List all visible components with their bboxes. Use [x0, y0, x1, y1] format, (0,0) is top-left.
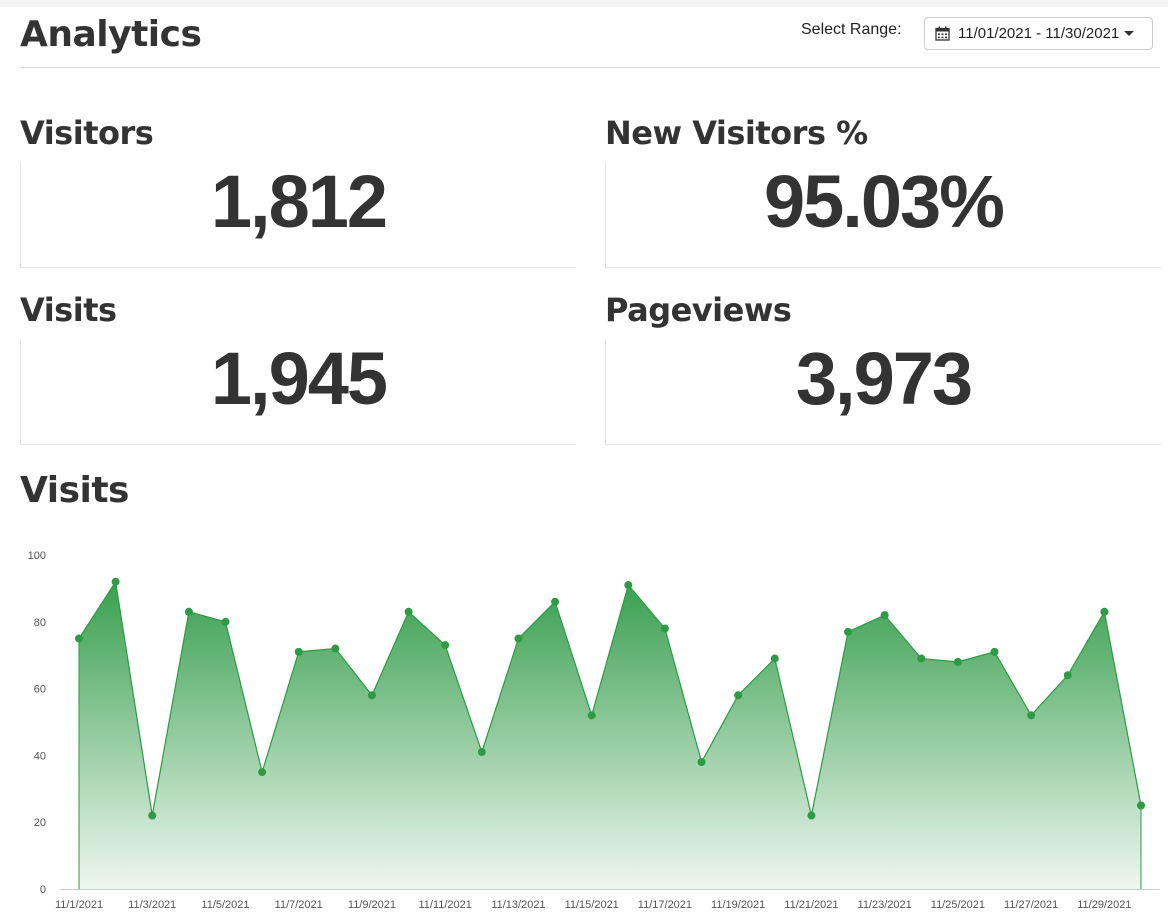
calendar-icon [935, 26, 950, 41]
data-point[interactable] [75, 634, 83, 643]
x-tick-label: 11/21/2021 [784, 899, 838, 911]
data-point[interactable] [844, 627, 853, 636]
data-point[interactable] [734, 691, 743, 700]
title-divider [19, 67, 1160, 68]
visitors-label: Visitors [20, 114, 154, 152]
data-point[interactable] [1100, 607, 1109, 616]
data-point[interactable] [1027, 711, 1036, 720]
date-range-picker[interactable]: 11/01/2021 - 11/30/2021 [924, 17, 1153, 50]
y-tick-label: 20 [34, 817, 46, 829]
chevron-down-icon [1124, 31, 1135, 36]
visits-area-chart: 0 20 40 60 80 100 11/1/2021 11/3/2021 11/5/2021… [28, 550, 1160, 911]
x-tick-label: 11/1/2021 [55, 899, 103, 911]
new-visitors-value: 95.03% [764, 160, 1005, 243]
x-tick-label: 11/27/2021 [1004, 899, 1058, 911]
data-point[interactable] [477, 748, 486, 757]
x-tick-label: 11/7/2021 [275, 899, 323, 911]
series-points [75, 577, 1145, 820]
y-axis: 0 20 40 60 80 100 [28, 550, 46, 896]
x-tick-label: 11/29/2021 [1077, 899, 1131, 911]
data-point[interactable] [551, 597, 560, 606]
x-tick-label: 11/11/2021 [418, 899, 471, 911]
x-axis: 11/1/2021 11/3/2021 11/5/2021 11/7/2021 11/9… [55, 889, 1160, 911]
x-tick-label: 11/13/2021 [491, 899, 545, 911]
data-point[interactable] [367, 691, 376, 700]
x-tick-label: 11/5/2021 [201, 899, 249, 911]
x-tick-label: 11/25/2021 [931, 899, 985, 911]
data-point[interactable] [514, 634, 523, 643]
data-point[interactable] [111, 577, 120, 586]
data-point[interactable] [331, 644, 340, 653]
y-tick-label: 60 [34, 684, 46, 696]
series-area [78, 580, 1142, 889]
data-point[interactable] [624, 581, 633, 590]
pageviews-value: 3,973 [795, 337, 973, 420]
data-point[interactable] [294, 647, 303, 656]
data-point[interactable] [221, 617, 230, 626]
data-point[interactable] [184, 607, 193, 616]
data-point[interactable] [404, 607, 413, 616]
data-point[interactable] [953, 657, 962, 666]
x-tick-label: 11/9/2021 [348, 899, 396, 911]
x-tick-label: 11/23/2021 [858, 899, 912, 911]
x-tick-label: 11/17/2021 [638, 899, 692, 911]
data-point[interactable] [258, 768, 267, 777]
data-point[interactable] [587, 711, 596, 720]
data-point[interactable] [148, 811, 157, 820]
visitors-card: 1,812 [20, 160, 576, 268]
data-point[interactable] [441, 641, 450, 650]
y-tick-label: 0 [40, 884, 46, 896]
data-point[interactable] [770, 654, 779, 663]
x-tick-label: 11/15/2021 [565, 899, 619, 911]
page-title: Analytics [20, 14, 202, 55]
y-tick-label: 40 [34, 750, 46, 762]
visits-label: Visits [20, 291, 117, 329]
y-tick-label: 100 [28, 550, 46, 562]
top-strip [0, 0, 1168, 7]
data-point[interactable] [917, 654, 926, 663]
visits-card: 1,945 [20, 337, 576, 445]
data-point[interactable] [1137, 801, 1145, 810]
data-point[interactable] [1063, 671, 1072, 680]
data-point[interactable] [660, 624, 669, 633]
data-point[interactable] [880, 611, 889, 620]
date-range-value: 11/01/2021 - 11/30/2021 [958, 25, 1120, 42]
new-visitors-label: New Visitors % [605, 114, 868, 152]
data-point[interactable] [990, 647, 999, 656]
data-point[interactable] [697, 758, 706, 767]
pageviews-card: 3,973 [605, 337, 1161, 445]
new-visitors-card: 95.03% [605, 160, 1161, 268]
x-tick-label: 11/19/2021 [711, 899, 765, 911]
range-label: Select Range: [801, 21, 902, 38]
x-tick-label: 11/3/2021 [128, 899, 176, 911]
visits-value: 1,945 [210, 337, 388, 420]
series-line [78, 580, 1142, 816]
visitors-value: 1,812 [210, 160, 388, 243]
pageviews-label: Pageviews [605, 291, 792, 329]
data-point[interactable] [807, 811, 816, 820]
series-area-fill [79, 581, 1141, 889]
visits-chart-title: Visits [20, 470, 129, 511]
y-tick-label: 80 [34, 617, 46, 629]
